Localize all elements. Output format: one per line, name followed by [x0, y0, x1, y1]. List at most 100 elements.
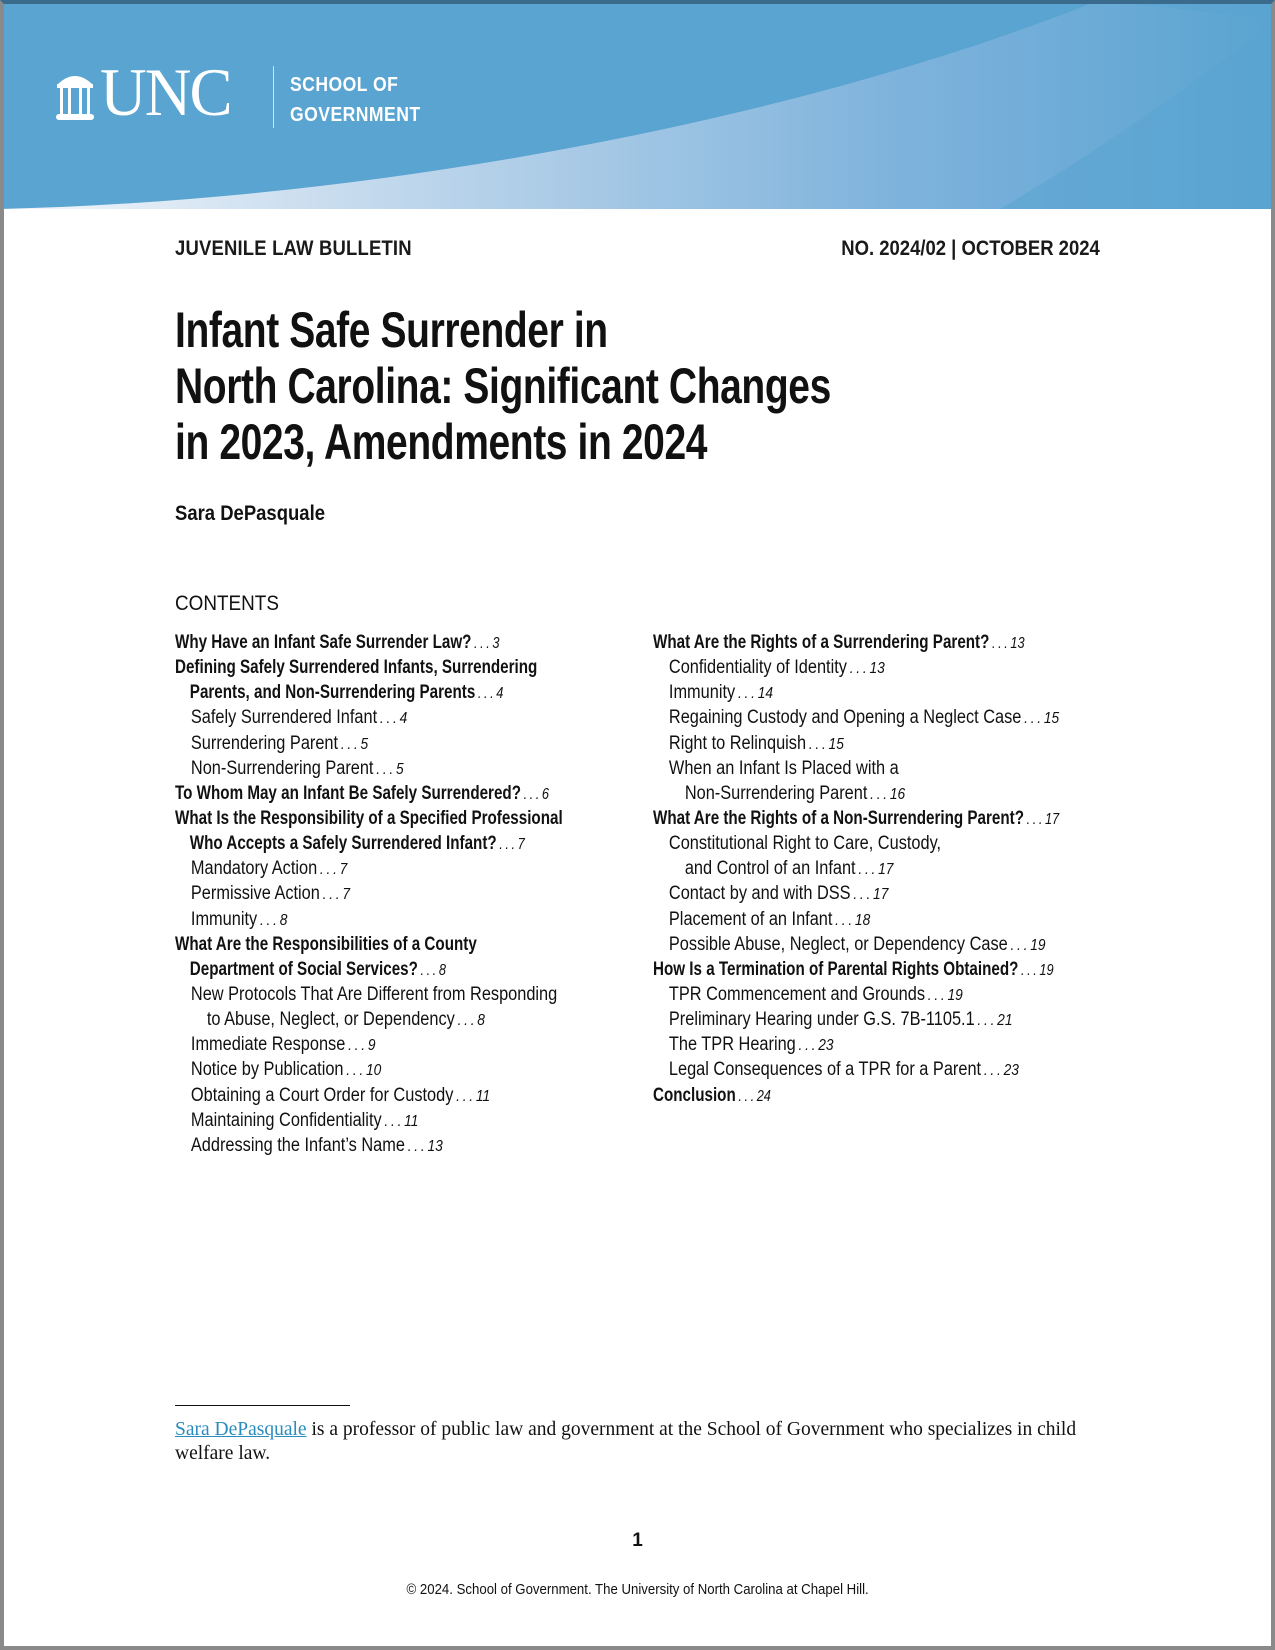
toc-entry[interactable]: Immediate Response . . . 9 [175, 1032, 592, 1057]
toc-leader: . . . [867, 785, 890, 803]
toc-entry[interactable]: Immunity . . . 14 [653, 680, 1090, 705]
toc-page-number: 13 [1010, 635, 1025, 652]
toc-left-column: Why Have an Infant Safe Surrender Law? .… [175, 630, 660, 1158]
toc-entry-title: The TPR Hearing [668, 1034, 796, 1056]
toc-leader: . . . [855, 861, 879, 879]
author-link[interactable]: Sara DePasquale [175, 1419, 307, 1440]
toc-leader: . . . [257, 911, 280, 929]
toc-page-number: 15 [828, 735, 844, 753]
contents-heading: CONTENTS [175, 592, 279, 615]
toc-leader: . . . [377, 710, 400, 728]
toc-entry[interactable]: What Are the Rights of a Non-Surrenderin… [653, 806, 1059, 831]
toc-entry: What Are the Responsibilities of a Count… [175, 932, 563, 957]
toc-entry[interactable]: Non-Surrendering Parent . . . 5 [175, 756, 592, 781]
toc-entry-title: Mandatory Action [190, 858, 318, 880]
toc-leader: . . . [404, 1137, 428, 1155]
toc-entry[interactable]: Immunity . . . 8 [175, 907, 592, 932]
toc-entry-title: Placement of an Infant [668, 908, 833, 930]
toc-entry-title: Preliminary Hearing under G.S. 7B-1105.1 [668, 1009, 975, 1031]
toc-entry-title: and Control of an Infant [684, 858, 856, 880]
logo-line-1: SCHOOL OF [290, 74, 399, 96]
toc-page-number: 16 [889, 785, 906, 803]
toc-entry-title: Obtaining a Court Order for Custody [190, 1084, 454, 1106]
toc-entry[interactable]: Placement of an Infant . . . 18 [653, 907, 1090, 932]
toc-entry: Constitutional Right to Care, Custody, [653, 831, 1090, 856]
toc-leader: . . . [1018, 961, 1040, 979]
toc-leader: . . . [454, 1012, 478, 1030]
toc-entry[interactable]: Preliminary Hearing under G.S. 7B-1105.1… [653, 1007, 1090, 1032]
toc-entry[interactable]: Right to Relinquish . . . 15 [653, 731, 1090, 756]
toc-right-column: What Are the Rights of a Surrendering Pa… [653, 630, 1161, 1108]
page-title: Infant Safe Surrender in North Carolina:… [175, 302, 831, 470]
toc-leader: . . . [343, 1062, 367, 1080]
toc-entry[interactable]: Department of Social Services? . . . 8 [175, 957, 563, 982]
toc-entry[interactable]: Who Accepts a Safely Surrendered Infant?… [175, 831, 563, 856]
toc-leader: . . . [832, 911, 855, 929]
toc-entry[interactable]: Possible Abuse, Neglect, or Dependency C… [653, 932, 1090, 957]
toc-entry: When an Infant Is Placed with a [653, 756, 1090, 781]
toc-entry-title: Addressing the Infant’s Name [190, 1134, 405, 1156]
toc-entry[interactable]: How Is a Termination of Parental Rights … [653, 957, 1059, 982]
issue-info: NO. 2024/02 | OCTOBER 2024 [841, 237, 1100, 260]
toc-leader: . . . [1007, 936, 1031, 954]
toc-entry-title: Non-Surrendering Parent [190, 757, 374, 779]
toc-entry[interactable]: Legal Consequences of a TPR for a Parent… [653, 1057, 1090, 1082]
toc-page-number: 15 [1043, 710, 1060, 728]
toc-entry-title: Who Accepts a Safely Surrendered Infant? [189, 833, 497, 855]
toc-entry[interactable]: Non-Surrendering Parent . . . 16 [653, 781, 1090, 806]
toc-entry[interactable]: Parents, and Non-Surrendering Parents . … [175, 680, 563, 705]
toc-entry[interactable]: Surrendering Parent . . . 5 [175, 731, 592, 756]
toc-entry[interactable]: Conclusion . . . 24 [653, 1083, 1059, 1108]
toc-leader: . . . [475, 685, 497, 703]
toc-leader: . . . [974, 1012, 998, 1030]
toc-entry-title: Immunity [668, 682, 736, 704]
toc-entry[interactable]: Mandatory Action . . . 7 [175, 856, 592, 881]
toc-entry-title: To Whom May an Infant Be Safely Surrende… [175, 782, 521, 804]
toc-entry[interactable]: To Whom May an Infant Be Safely Surrende… [175, 781, 563, 806]
title-line: in 2023, Amendments in 2024 [175, 414, 708, 470]
toc-entry[interactable]: TPR Commencement and Grounds . . . 19 [653, 982, 1090, 1007]
toc-entry-title: Confidentiality of Identity [668, 657, 847, 679]
toc-leader: . . . [453, 1087, 476, 1105]
copyright-text: © 2024. School of Government. The Univer… [406, 1581, 869, 1598]
toc-leader: . . . [846, 660, 870, 678]
toc-page-number: 3 [492, 635, 500, 652]
toc-entry[interactable]: Obtaining a Court Order for Custody . . … [175, 1083, 592, 1108]
title-line: Infant Safe Surrender in [175, 302, 608, 358]
toc-page-number: 17 [1044, 810, 1060, 828]
toc-entry[interactable]: and Control of an Infant . . . 17 [653, 856, 1090, 881]
toc-leader: . . . [373, 760, 396, 778]
toc-entry-title: Defining Safely Surrendered Infants, Sur… [175, 657, 538, 679]
toc-entry[interactable]: What Are the Rights of a Surrendering Pa… [653, 630, 1059, 655]
toc-entry[interactable]: Maintaining Confidentiality . . . 11 [175, 1108, 592, 1133]
toc-entry[interactable]: Notice by Publication . . . 10 [175, 1057, 592, 1082]
toc-entry[interactable]: Safely Surrendered Infant . . . 4 [175, 705, 592, 730]
toc-leader: . . . [471, 635, 493, 652]
logo-unc: UNC [100, 54, 233, 130]
toc-page-number: 24 [756, 1087, 771, 1105]
toc-entry[interactable]: Regaining Custody and Opening a Neglect … [653, 705, 1090, 730]
toc-page-number: 11 [475, 1087, 491, 1105]
toc-entry-title: Permissive Action [190, 883, 320, 905]
toc-page-number: 7 [339, 861, 348, 879]
toc-entry-title: Right to Relinquish [668, 732, 807, 754]
toc-entry[interactable]: Confidentiality of Identity . . . 13 [653, 655, 1090, 680]
toc-page-number: 13 [869, 660, 885, 678]
toc-entry[interactable]: The TPR Hearing . . . 23 [653, 1032, 1090, 1057]
toc-leader: . . . [317, 861, 340, 879]
toc-entry-title: Constitutional Right to Care, Custody, [668, 833, 942, 855]
toc-entry-title: Non-Surrendering Parent [684, 782, 868, 804]
toc-entry[interactable]: Contact by and with DSS . . . 17 [653, 881, 1090, 906]
toc-entry[interactable]: Permissive Action . . . 7 [175, 881, 592, 906]
toc-entry[interactable]: Addressing the Infant’s Name . . . 13 [175, 1133, 592, 1158]
toc-leader: . . . [417, 961, 439, 979]
toc-leader: . . . [319, 886, 343, 904]
toc-entry-title: What Are the Rights of a Non-Surrenderin… [653, 807, 1025, 829]
toc-page-number: 18 [854, 911, 871, 929]
toc-entry: Defining Safely Surrendered Infants, Sur… [175, 655, 563, 680]
toc-page-number: 23 [818, 1037, 834, 1055]
toc-entry[interactable]: to Abuse, Neglect, or Dependency . . . 8 [175, 1007, 592, 1032]
toc-entry[interactable]: Why Have an Infant Safe Surrender Law? .… [175, 630, 563, 655]
toc-leader: . . . [735, 1087, 757, 1105]
toc-page-number: 13 [427, 1137, 443, 1155]
